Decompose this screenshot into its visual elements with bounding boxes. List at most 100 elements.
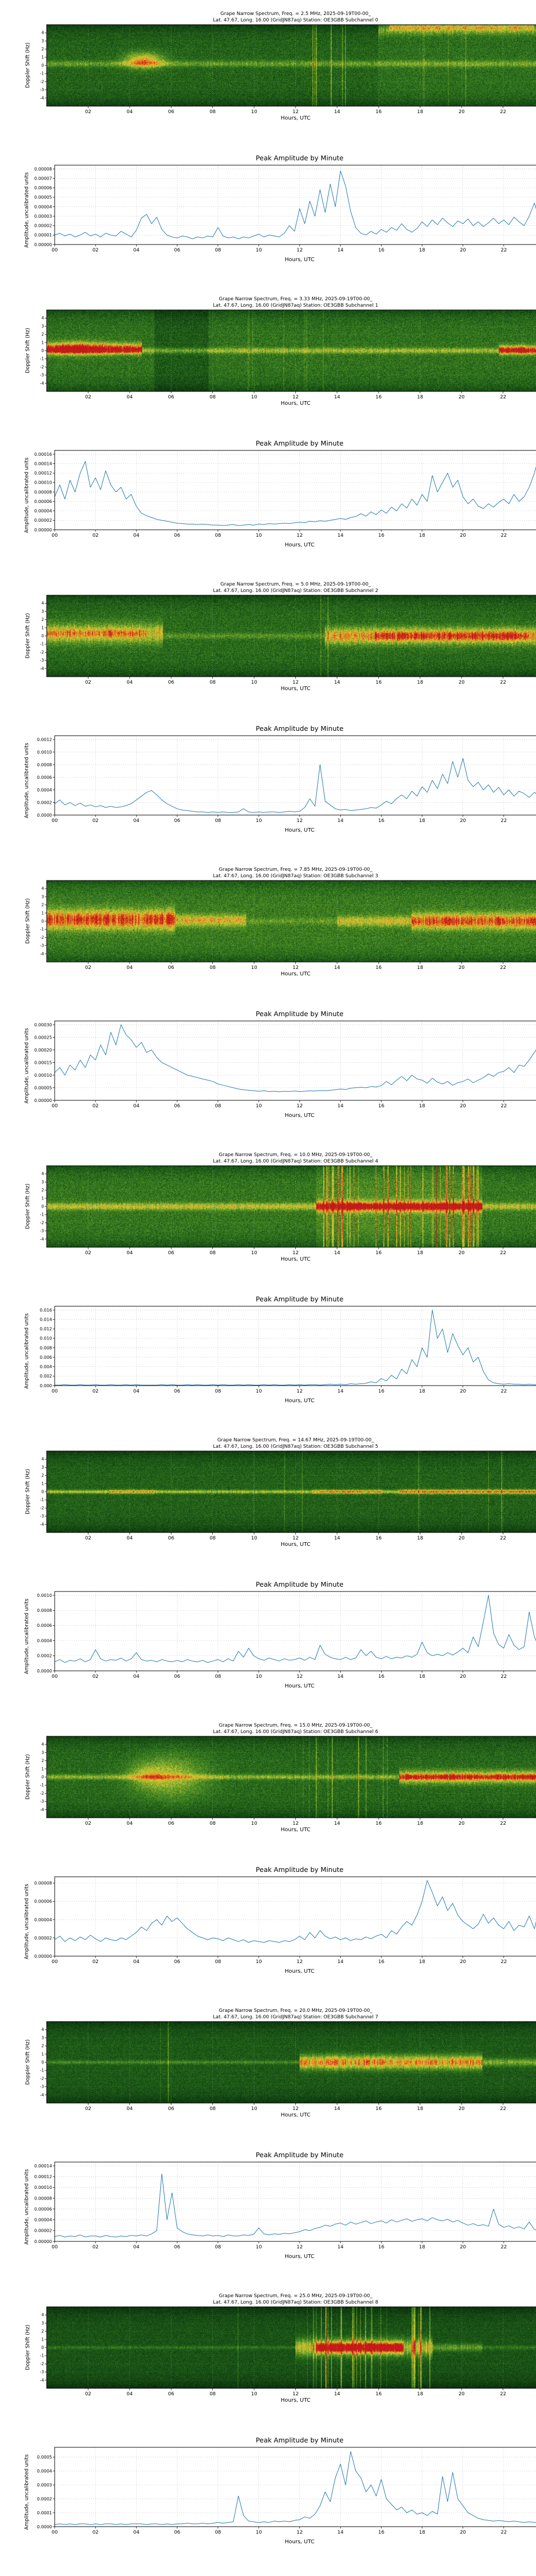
y-tick-label: -2 [40,365,44,369]
x-tick-label: 14 [334,2106,340,2112]
spectrogram-heatmap [47,880,536,962]
y-tick-label: 0.00004 [34,204,52,209]
spectrogram-ylabel: Doppler Shift (Hz) [25,1183,31,1230]
x-tick-label: 20 [460,533,466,538]
y-tick-label: 2 [41,47,44,51]
y-tick-label: 0.0010 [37,1593,52,1598]
spectrogram-ylabel: Doppler Shift (Hz) [25,1469,31,1515]
x-tick-label: 22 [500,680,506,685]
y-tick-label: 0.00012 [34,471,52,476]
y-tick-label: 2 [41,332,44,337]
subchannel-section: Grape Narrow Spectrum, Freq. = 15.0 MHz,… [0,1720,536,1997]
y-tick-label: 0.00003 [34,214,52,219]
x-tick-label: 14 [334,680,340,685]
y-tick-label: -1 [40,357,44,361]
y-tick-label: 1 [41,1766,44,1771]
y-tick-label: 0 [41,1204,44,1209]
y-tick-label: 0.00010 [34,1073,52,1078]
y-tick-label: 0.00006 [34,2207,52,2211]
x-tick-label: 18 [417,2392,423,2397]
x-tick-label: 06 [168,680,175,685]
x-tick-label: 16 [378,1104,385,1109]
plot-border [54,450,536,530]
amplitude-series-line [54,1880,536,1943]
amplitude-xlabel: Hours, UTC [285,2254,315,2260]
spectrogram-figure: Grape Narrow Spectrum, Freq. = 5.0 MHz, … [21,579,536,713]
y-tick-label: 0.012 [40,1327,52,1331]
spectrogram-ylabel: Doppler Shift (Hz) [25,613,31,659]
amplitude-plot: 0.00000 0.00001 0.00002 0.00003 0.00004 0.000… [34,165,536,253]
x-tick-label: 00 [51,1104,58,1109]
spectrogram-title-line1: Grape Narrow Spectrum, Freq. = 3.33 MHz,… [219,297,373,302]
x-tick-label: 08 [210,2392,216,2397]
x-tick-label: 10 [256,1674,262,1679]
spectrogram-xlabel: Hours, UTC [280,1827,311,1833]
x-tick-label: 12 [293,1821,299,1826]
plot-border [54,735,536,816]
y-tick-label: 0.00008 [34,1881,52,1886]
spectrogram-heatmap [47,2307,536,2388]
spectrogram-heatmap [47,1166,536,1247]
x-tick-label: 10 [251,2106,257,2112]
x-tick-label: 08 [215,1104,221,1109]
spectrogram-ylabel: Doppler Shift (Hz) [25,328,31,374]
subchannel-section: Grape Narrow Spectrum, Freq. = 5.0 MHz, … [0,579,536,856]
x-tick-label: 04 [126,109,133,115]
spectrogram-title-line2: Lat. 47.67, Long. 16.00 (GridJN87aq) Sta… [213,17,378,23]
x-tick-label: 04 [133,1104,140,1109]
y-tick-label: 0.00004 [34,509,52,514]
x-tick-label: 14 [337,248,344,253]
y-tick-label: 0.00008 [34,167,52,172]
y-tick-label: 1 [41,911,44,915]
x-tick-label: 16 [376,109,382,115]
x-tick-label: 08 [215,818,221,824]
spectrogram-title-line1: Grape Narrow Spectrum, Freq. = 7.85 MHz,… [219,867,373,872]
y-tick-label: 0.010 [40,1336,52,1341]
x-tick-label: 12 [296,248,302,253]
grape-spectrum-report: Grape Narrow Spectrum, Freq. = 2.5 MHz, … [0,9,536,2567]
x-tick-label: 08 [210,1821,216,1826]
spectrogram-title: Grape Narrow Spectrum, Freq. = 25.0 MHz,… [47,2293,536,2306]
y-tick-label: 0.008 [40,1345,52,1350]
amplitude-title: Peak Amplitude by Minute [256,439,344,447]
amplitude-figure: Peak Amplitude by Minute Amplitude, unca… [21,1578,536,1712]
x-tick-label: 08 [210,1250,216,1256]
amplitude-xlabel: Hours, UTC [285,257,315,263]
x-tick-label: 16 [376,1536,382,1541]
x-tick-label: 16 [376,1250,382,1256]
spectrogram-xlabel: Hours, UTC [280,971,311,977]
y-tick-label: 0 [41,1490,44,1494]
x-tick-label: 04 [133,818,140,824]
subchannel-section: Grape Narrow Spectrum, Freq. = 7.85 MHz,… [0,864,536,1141]
x-tick-label: 02 [92,1959,98,1965]
x-tick-label: 18 [417,1821,423,1826]
x-tick-label: 16 [378,2530,385,2535]
x-tick-label: 12 [296,2245,302,2250]
y-tick-label: 2 [41,1473,44,1478]
x-tick-label: 18 [417,1250,423,1256]
amplitude-series-line [54,171,536,239]
x-tick-label: 18 [417,109,423,115]
x-tick-label: 04 [133,533,140,538]
x-tick-label: 10 [256,1959,262,1965]
y-tick-label: 0.0003 [37,2483,52,2488]
subchannel-section: Grape Narrow Spectrum, Freq. = 3.33 MHz,… [0,294,536,571]
spectrogram-title-line2: Lat. 47.67, Long. 16.00 (GridJN87aq) Sta… [213,1729,378,1735]
x-tick-label: 08 [210,109,216,115]
y-tick-label: 0 [41,634,44,639]
x-tick-label: 12 [293,109,299,115]
y-tick-label: 1 [41,2052,44,2056]
y-tick-label: 0.00000 [34,242,52,247]
y-tick-label: 0.00008 [34,490,52,494]
y-tick-label: 0.00025 [34,1035,52,1040]
x-tick-label: 08 [215,2530,221,2535]
x-tick-label: 02 [92,1674,98,1679]
spectrogram-title-line1: Grape Narrow Spectrum, Freq. = 15.0 MHz,… [219,1723,373,1728]
x-tick-label: 14 [334,1536,340,1541]
amplitude-title: Peak Amplitude by Minute [256,1010,344,1018]
x-tick-label: 16 [378,818,385,824]
y-tick-label: -4 [40,666,44,671]
amplitude-series-line [54,1595,536,1663]
x-tick-label: 02 [85,395,91,400]
x-tick-label: 10 [256,248,262,253]
